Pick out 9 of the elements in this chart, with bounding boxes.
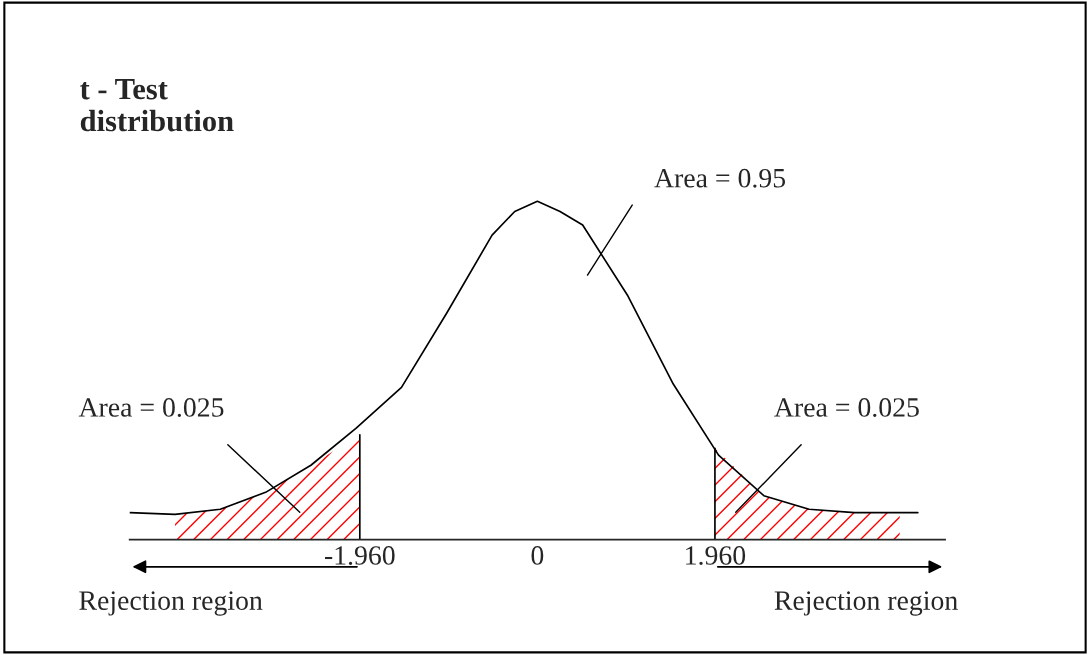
annotation: Area = 0.025	[774, 398, 919, 417]
text: Rejection region	[774, 591, 958, 616]
x-tick-label: 1.960	[686, 546, 746, 565]
text: Area = 0.95	[654, 168, 786, 188]
text: Rejection region	[79, 591, 263, 616]
chart-title: t - Test distribution	[80, 79, 234, 132]
x-tick-label: -1.960	[324, 546, 395, 565]
x-tick-label: 0	[531, 546, 544, 565]
annotation: Area = 0.025	[78, 398, 224, 417]
